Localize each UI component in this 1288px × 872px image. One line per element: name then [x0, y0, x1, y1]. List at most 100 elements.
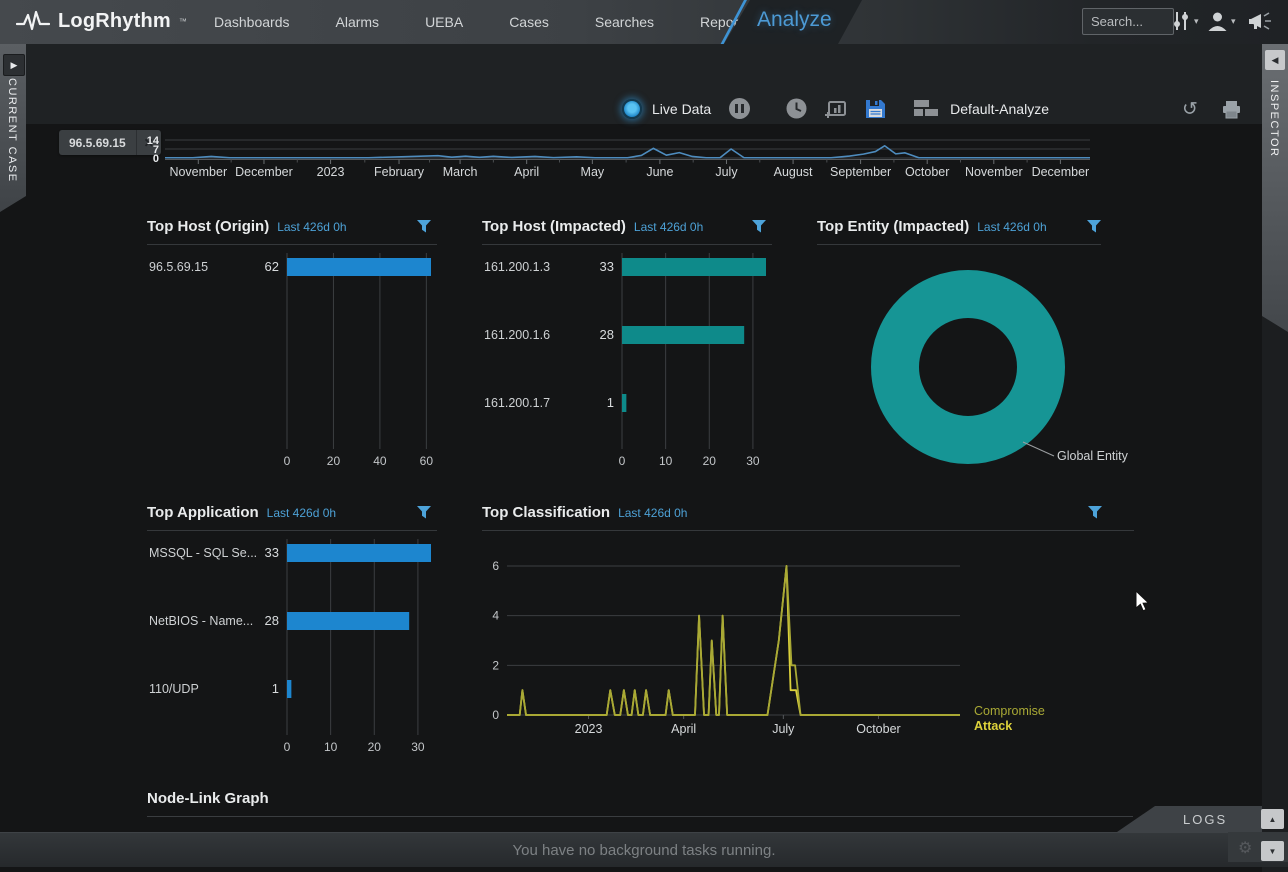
expand-case-panel-button[interactable]: ▶: [3, 54, 25, 76]
preferences-menu[interactable]: ▾: [1170, 10, 1199, 32]
logrhythm-logo[interactable]: LogRhythm ™: [16, 8, 187, 34]
add-widget-button[interactable]: [825, 99, 847, 119]
bar[interactable]: [287, 258, 431, 276]
live-data-radio-icon: [622, 98, 642, 119]
search-input[interactable]: [1082, 8, 1174, 35]
panel-time-range: Last 426d 0h: [977, 220, 1047, 234]
panel-filter-button[interactable]: [417, 506, 431, 524]
background-tasks-status: You have no background tasks running.: [512, 841, 776, 859]
logs-label: LOGS: [1183, 811, 1228, 827]
inspector-rail[interactable]: ◀ INSPECTOR: [1262, 44, 1288, 332]
svg-text:June: June: [646, 165, 673, 179]
scroll-down-button[interactable]: ▼: [1261, 841, 1284, 861]
bar[interactable]: [622, 258, 766, 276]
layout-selector[interactable]: [914, 100, 939, 117]
donut-slice-label: Global Entity: [1057, 449, 1129, 463]
nav-item-alarms[interactable]: Alarms: [335, 14, 380, 30]
bar-value: 28: [265, 613, 279, 628]
svg-text:40: 40: [373, 454, 387, 468]
svg-text:November: November: [965, 165, 1023, 179]
live-data-toggle[interactable]: [622, 98, 642, 119]
trademark: ™: [178, 16, 187, 26]
svg-text:20: 20: [703, 454, 717, 468]
panel-header: Top Entity (Impacted) Last 426d 0h: [817, 218, 1101, 245]
filter-funnel-icon: [752, 220, 766, 233]
dashboard-toolbar: Live Data: [622, 98, 1049, 119]
nav-item-dashboards[interactable]: Dashboards: [214, 14, 290, 30]
settings-gear-icon[interactable]: ⚙: [1238, 840, 1253, 857]
panel-header: Top Application Last 426d 0h: [147, 504, 437, 531]
current-case-rail[interactable]: ▶ CURRENT CASE: [0, 44, 26, 212]
panel-top-application: Top Application Last 426d 0h 0 10 20 30 MSSQ…: [147, 504, 437, 768]
user-menu[interactable]: ▾: [1206, 10, 1236, 32]
chip-close-button[interactable]: ✕: [135, 130, 161, 155]
save-layout-button[interactable]: [865, 99, 886, 119]
panel-filter-button[interactable]: [417, 220, 431, 238]
tab-analyze[interactable]: Analyze: [757, 8, 832, 31]
line-chart-top-classification: 0 2 4 6 2023 April July October: [492, 559, 960, 736]
svg-text:10: 10: [659, 454, 673, 468]
bar[interactable]: [287, 612, 410, 630]
bar[interactable]: [287, 680, 292, 698]
announcements-button[interactable]: [1248, 10, 1274, 32]
svg-text:10: 10: [324, 740, 338, 754]
svg-text:October: October: [905, 165, 949, 179]
bar-value: 33: [265, 545, 279, 560]
chevron-down-icon: ▾: [1194, 15, 1199, 26]
panel-top-classification: Top Classification Last 426d 0h 0 2 4 6 2023…: [482, 504, 1134, 746]
panel-filter-button[interactable]: [1088, 506, 1102, 524]
donut-slice[interactable]: [871, 270, 1065, 464]
bar-chart-top-host-impacted: 0 10 20 30 161.200.1.3 33 161.200.1.6 28 161.200…: [484, 253, 766, 468]
scroll-down-icon: ▼: [1268, 846, 1277, 856]
bar-value: 1: [272, 681, 279, 696]
nav-item-cases[interactable]: Cases: [509, 14, 549, 30]
undo-button[interactable]: ↺: [1182, 98, 1198, 121]
time-range-button[interactable]: [786, 98, 807, 119]
filter-funnel-icon: [417, 506, 431, 519]
megaphone-icon: [1249, 12, 1271, 30]
svg-text:December: December: [1032, 165, 1090, 179]
donut-chart-top-entity[interactable]: Global Entity: [817, 249, 1135, 481]
bar[interactable]: [622, 326, 745, 344]
svg-text:March: March: [443, 165, 478, 179]
bar-label: MSSQL - SQL Se...: [149, 546, 257, 560]
brand-name: LogRhythm: [58, 9, 171, 32]
panel-header: Top Classification Last 426d 0h: [482, 504, 1134, 531]
bar[interactable]: [287, 544, 431, 562]
pause-button[interactable]: [729, 98, 751, 119]
panel-time-range: Last 426d 0h: [277, 220, 347, 234]
save-icon: [866, 99, 886, 118]
open-inspector-button[interactable]: ◀: [1265, 50, 1285, 70]
panel-title: Top Host (Impacted): [482, 218, 626, 235]
layout-name: Default-Analyze: [950, 100, 1049, 117]
scroll-up-icon: ▲: [1268, 814, 1277, 824]
pulse-logo-icon: [16, 10, 50, 31]
nav-item-ueba[interactable]: UEBA: [425, 14, 464, 30]
nav-item-searches[interactable]: Searches: [594, 14, 655, 30]
panel-filter-button[interactable]: [752, 220, 766, 238]
panel-filter-button[interactable]: [1087, 220, 1101, 238]
user-icon: [1208, 12, 1227, 31]
logs-drawer-tab[interactable]: LOGS: [1117, 806, 1262, 832]
scroll-up-button[interactable]: ▲: [1261, 809, 1284, 829]
bar-label: 161.200.1.6: [484, 328, 550, 342]
filter-chip[interactable]: 96.5.69.15 ✕: [59, 130, 161, 155]
svg-text:May: May: [581, 165, 605, 179]
bar-label: 161.200.1.7: [484, 396, 550, 410]
svg-text:14: 14: [147, 135, 160, 147]
dashboard-header: Live Data: [26, 44, 1281, 155]
bar[interactable]: [622, 394, 627, 412]
legend-attack[interactable]: Attack: [974, 719, 1013, 733]
filter-funnel-icon: [1088, 506, 1102, 519]
svg-text:2023: 2023: [575, 722, 603, 736]
panel-title: Top Classification: [482, 504, 611, 521]
print-button[interactable]: [1222, 100, 1241, 119]
svg-text:0: 0: [492, 708, 499, 722]
legend-compromise[interactable]: Compromise: [974, 704, 1045, 718]
bar-label: 96.5.69.15: [149, 260, 208, 274]
clock-icon: [786, 98, 807, 119]
svg-text:7: 7: [153, 144, 159, 156]
collapse-left-icon: ◀: [1271, 54, 1279, 65]
bar-value: 1: [607, 395, 614, 410]
